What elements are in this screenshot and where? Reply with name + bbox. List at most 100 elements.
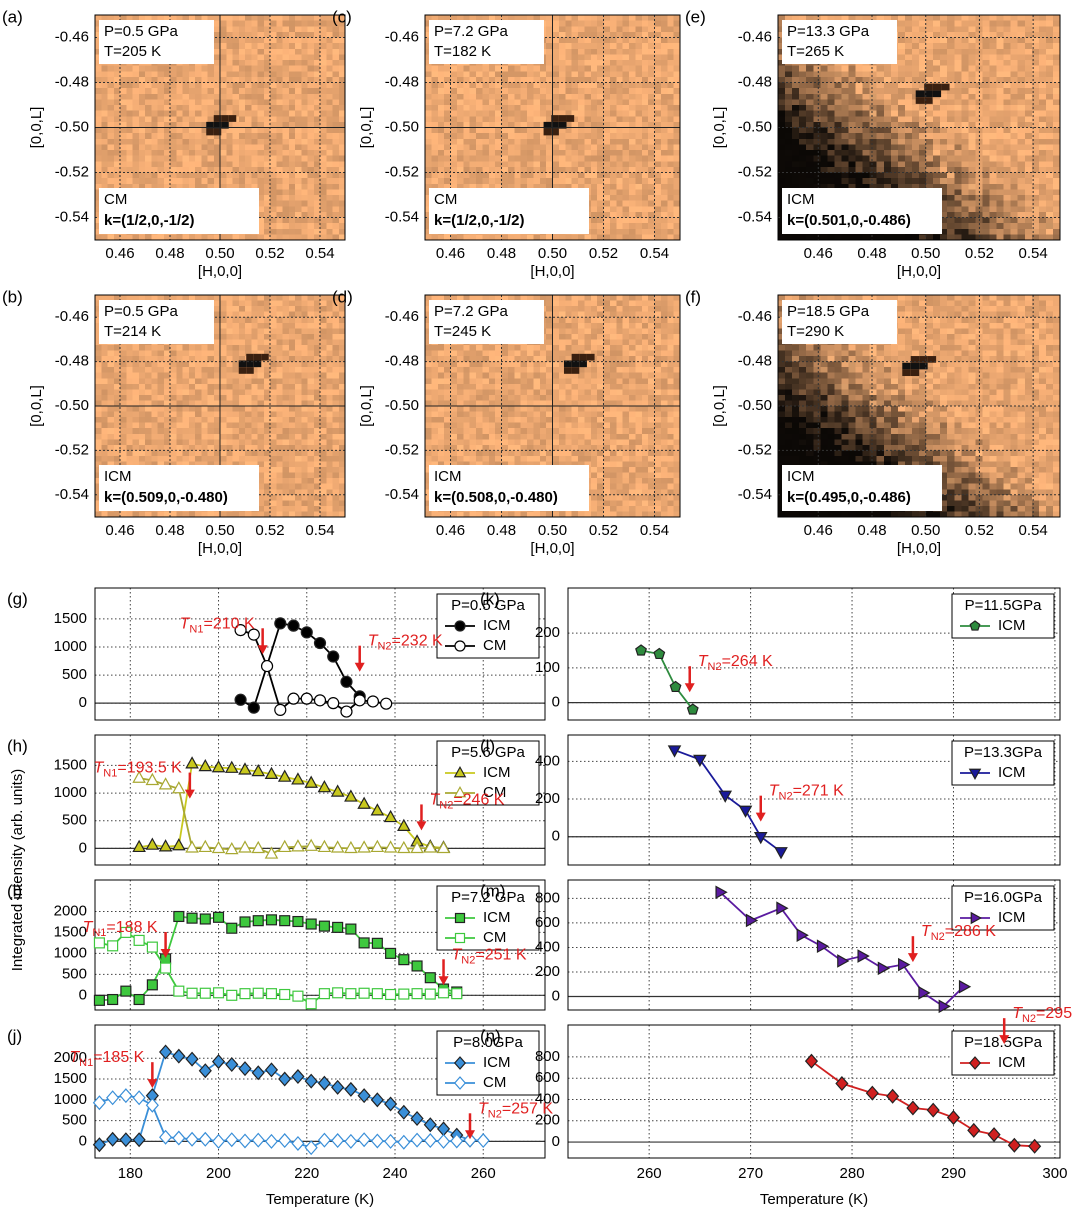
heatmap-cell xyxy=(320,200,327,207)
heatmap-cell xyxy=(176,455,183,462)
heatmap-cell xyxy=(444,144,451,151)
heatmap-cell xyxy=(660,71,668,78)
heatmap-cell xyxy=(232,433,240,440)
heatmap-cell xyxy=(245,54,252,61)
heatmap-cell xyxy=(476,178,483,185)
heatmap-cell xyxy=(95,116,102,123)
heatmap-cell xyxy=(307,344,315,351)
heatmap-cell xyxy=(332,54,340,61)
heatmap-cell xyxy=(251,178,258,185)
heatmap-cell xyxy=(295,110,302,117)
y-tick-label: -0.52 xyxy=(55,163,89,180)
heatmap-cell xyxy=(616,88,624,95)
heatmap-cell xyxy=(616,195,624,202)
heatmap-cell xyxy=(238,356,246,363)
heatmap-cell xyxy=(251,31,258,38)
annotation-box xyxy=(429,188,589,234)
heatmap-cell xyxy=(597,20,604,27)
heatmap-cell xyxy=(667,166,675,173)
heatmap-cell xyxy=(138,383,146,390)
heatmap-cell xyxy=(163,76,171,83)
heatmap-cell xyxy=(338,367,346,374)
heatmap-cell xyxy=(320,394,327,401)
heatmap-cell xyxy=(282,383,290,390)
heatmap-cell xyxy=(120,155,127,162)
heatmap-cell xyxy=(188,166,196,173)
heatmap-cell xyxy=(313,394,321,401)
heatmap-cell xyxy=(332,121,340,128)
heatmap-cell xyxy=(176,116,183,123)
heatmap-cell xyxy=(220,31,227,38)
heatmap-cell xyxy=(107,383,115,390)
heatmap-cell xyxy=(546,161,553,168)
heatmap-cell xyxy=(213,76,221,83)
heatmap-cell xyxy=(520,183,528,190)
heatmap-cell xyxy=(616,121,624,128)
heatmap-cell xyxy=(213,300,221,307)
heatmap-cell xyxy=(307,439,315,446)
heatmap-cell xyxy=(151,389,158,396)
heatmap-cell xyxy=(313,161,321,168)
heatmap-cell xyxy=(660,93,668,100)
heatmap-cell xyxy=(120,172,127,179)
heatmap-cell xyxy=(635,195,643,202)
heatmap-cell xyxy=(571,48,579,55)
heatmap-cell xyxy=(313,116,321,123)
heatmap-cell xyxy=(301,311,308,318)
heatmap-cell xyxy=(138,155,146,162)
heatmap-cell xyxy=(501,93,509,100)
heatmap-cell xyxy=(282,494,290,501)
heatmap-cell xyxy=(245,234,252,241)
heatmap-cell xyxy=(338,82,346,89)
heatmap-cell xyxy=(113,400,121,407)
heatmap-cell xyxy=(176,172,183,179)
heatmap-cell xyxy=(145,105,152,112)
heatmap-cell xyxy=(282,306,290,313)
heatmap-cell xyxy=(469,133,477,140)
heatmap-cell xyxy=(648,26,655,33)
heatmap-cell xyxy=(288,217,296,224)
heatmap-cell xyxy=(195,350,202,357)
heatmap-cell xyxy=(603,110,611,117)
heatmap-cell xyxy=(654,150,662,157)
heatmap-cell xyxy=(201,439,208,446)
heatmap-cell xyxy=(673,88,681,95)
heatmap-cell xyxy=(220,455,227,462)
heatmap-cell xyxy=(338,295,346,302)
heatmap-cell xyxy=(571,166,579,173)
heatmap-cell xyxy=(188,93,196,100)
heatmap-cell xyxy=(629,99,636,106)
heatmap-cell xyxy=(201,155,208,162)
heatmap-cell xyxy=(276,183,283,190)
heatmap-cell xyxy=(157,394,165,401)
heatmap-cell xyxy=(673,161,681,168)
heatmap-cell xyxy=(226,65,233,72)
heatmap-cell xyxy=(295,300,302,307)
heatmap-cell xyxy=(431,183,439,190)
heatmap-cell xyxy=(157,82,165,89)
heatmap-cell xyxy=(151,383,158,390)
heatmap-cell xyxy=(313,189,321,196)
heatmap-cell xyxy=(157,400,165,407)
heatmap-cell xyxy=(546,99,553,106)
heatmap-cell xyxy=(320,455,327,462)
heatmap-cell xyxy=(495,150,502,157)
heatmap-cell xyxy=(507,138,515,145)
heatmap-cell xyxy=(326,489,333,496)
heatmap-cell xyxy=(295,76,302,83)
heatmap-cell xyxy=(488,127,496,134)
heatmap-cell xyxy=(616,26,624,33)
heatmap-cell xyxy=(301,339,308,346)
heatmap-cell xyxy=(213,422,221,429)
heatmap-cell xyxy=(326,54,333,61)
heatmap-cell xyxy=(450,76,458,83)
heatmap-cell xyxy=(332,48,340,55)
heatmap-cell xyxy=(132,144,140,151)
heatmap-cell xyxy=(220,428,227,435)
heatmap-cell xyxy=(301,43,308,50)
heatmap-cell xyxy=(101,110,108,117)
heatmap-cell xyxy=(660,172,668,179)
heatmap-cell xyxy=(213,20,221,27)
heatmap-cell xyxy=(673,76,681,83)
heatmap-cell xyxy=(565,48,573,55)
